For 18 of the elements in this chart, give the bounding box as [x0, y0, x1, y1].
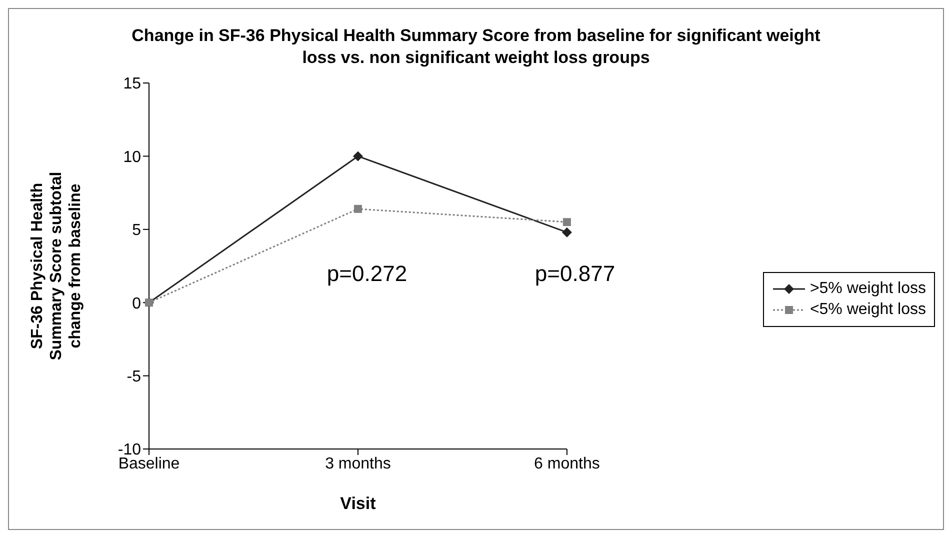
x-tick-label: 6 months	[534, 455, 600, 472]
x-axis-title: Visit	[340, 494, 376, 513]
annotation: p=0.272	[326, 261, 408, 287]
chart-title: Change in SF-36 Physical Health Summary Score from baseline for significant weight loss vs. non significant weight loss groups	[130, 25, 822, 69]
y-tick-label: 5	[132, 222, 142, 240]
annotation: p=0.877	[534, 261, 616, 287]
x-tick-label: 3 months	[325, 455, 391, 472]
y-tick-label: -5	[126, 368, 142, 386]
point	[562, 218, 571, 226]
point	[352, 151, 363, 162]
y-tick-label: 15	[123, 76, 142, 93]
point	[354, 204, 362, 213]
point	[562, 227, 572, 238]
y-axis-title: SF-36 Physical Health Summary Score subtotal change from baseline	[29, 172, 84, 360]
legend-label: >5% weight loss	[810, 280, 926, 298]
y-tick-label: 0	[132, 295, 142, 312]
legend-label: <5% weight loss	[810, 300, 926, 318]
y-tick-label: 10	[123, 148, 142, 166]
